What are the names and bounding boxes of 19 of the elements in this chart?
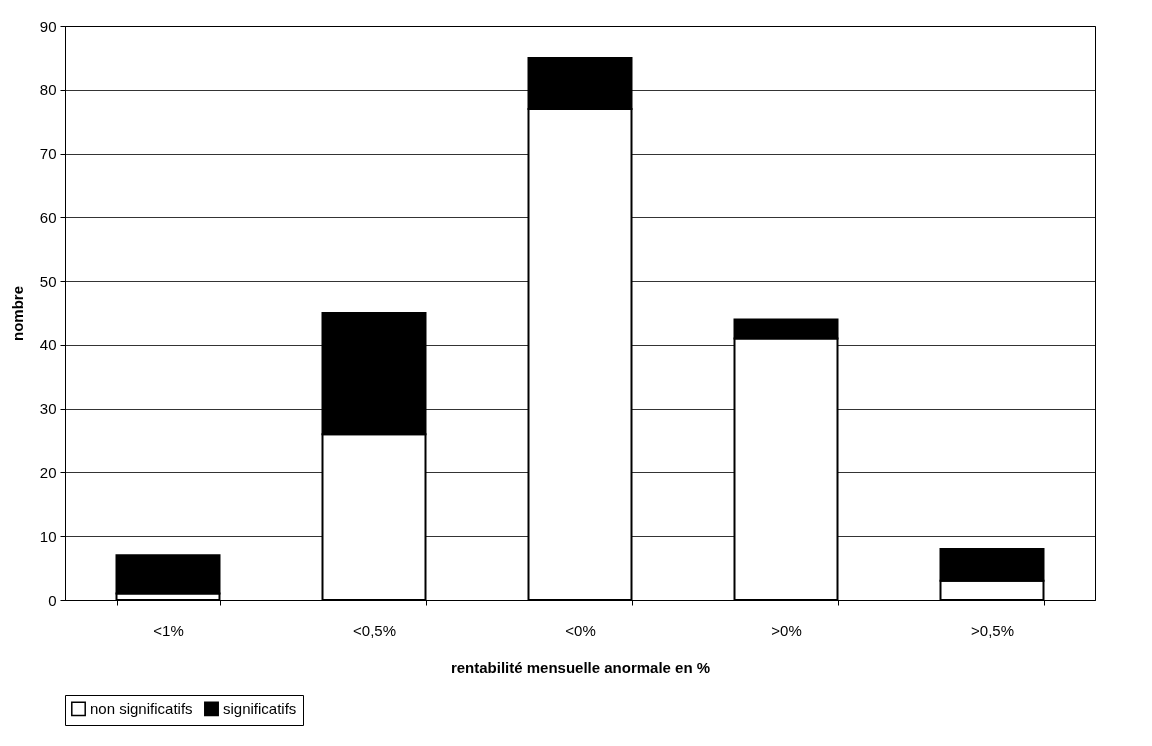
x-tick-label: <1% [153, 621, 184, 639]
y-tick-label: 30 [39, 400, 57, 418]
x-tick-label: <0,5% [353, 621, 396, 639]
y-tick-label: 50 [39, 272, 57, 290]
x-tick-label: >0,5% [971, 621, 1014, 639]
y-tick-label: 70 [39, 145, 57, 163]
y-tick-label: 10 [39, 527, 57, 545]
legend-label: non significatifs [90, 699, 193, 717]
y-tick-label: 0 [48, 591, 57, 609]
legend-label: significatifs [223, 699, 297, 717]
y-tick-label: 40 [39, 336, 57, 354]
y-tick-label: 20 [39, 463, 57, 481]
x-axis-title: rentabilité mensuelle anormale en % [450, 658, 711, 676]
y-tick-label: 90 [39, 17, 57, 35]
y-tick-label: 80 [39, 81, 57, 99]
y-axis-title: nombre [8, 285, 26, 342]
y-tick-label: 60 [39, 208, 57, 226]
x-tick-label: <0% [565, 621, 596, 639]
x-tick-label: >0% [771, 621, 802, 639]
